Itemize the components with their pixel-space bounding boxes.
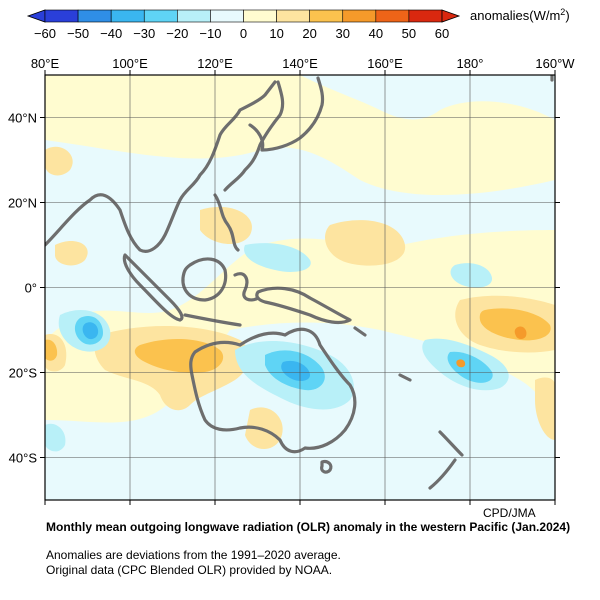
legend-tick-label: −60	[34, 26, 56, 41]
latitude-labels: 40°N 20°N 0° 20°S 40°S	[8, 111, 37, 466]
caption-note-baseline: Anomalies are deviations from the 1991–2…	[46, 548, 341, 562]
latitude-label: 40°S	[9, 451, 38, 466]
legend-color-box	[375, 9, 410, 23]
legend-color-box	[243, 9, 277, 23]
map-panel: 80°E 100°E 120°E 140°E 160°E 180° 160°W 40°N 20…	[8, 56, 575, 505]
legend-unit-label: anomalies(W/m2)	[470, 7, 570, 23]
legend-tick-label: −10	[199, 26, 221, 41]
asia-coastline	[45, 80, 285, 253]
latitude-label: 40°N	[8, 111, 37, 126]
australia-coastline	[189, 327, 357, 454]
solomon-vanuatu-islands	[353, 326, 412, 382]
borneo-island	[181, 257, 228, 302]
legend-right-arrow	[441, 9, 461, 23]
tasmania-island	[320, 459, 333, 474]
legend-color-boxes	[44, 9, 443, 23]
philippines-islands	[213, 193, 240, 252]
legend-tick-label: −30	[133, 26, 155, 41]
korea-japan-coastline	[248, 76, 325, 152]
legend-tick-labels: −60 −50 −40 −30 −20 −10 0 10 20 30 40 50 60	[34, 26, 449, 41]
map-credit: CPD/JMA	[483, 506, 536, 520]
sulawesi-island	[233, 272, 260, 302]
legend-color-box	[110, 9, 145, 23]
legend-color-box	[342, 9, 377, 23]
legend-color-box	[408, 9, 443, 23]
latitude-label: 20°S	[9, 366, 38, 381]
legend-color-box	[143, 9, 178, 23]
longitude-label: 80°E	[31, 56, 60, 71]
legend-tick-label: −50	[67, 26, 89, 41]
longitude-label: 120°E	[197, 56, 233, 71]
land-outlines	[45, 75, 554, 490]
longitude-label: 180°	[457, 56, 484, 71]
sumatra-island	[122, 253, 184, 322]
legend-color-box	[44, 9, 79, 23]
longitude-labels: 80°E 100°E 120°E 140°E 160°E 180° 160°W	[31, 56, 575, 71]
legend-color-box	[210, 9, 244, 23]
legend-color-box	[77, 9, 112, 23]
legend-color-box	[309, 9, 344, 23]
legend-color-box	[177, 9, 211, 23]
latitude-label: 20°N	[8, 196, 37, 211]
legend-tick-label: −20	[166, 26, 188, 41]
legend-tick-label: 60	[435, 26, 449, 41]
legend-tick-label: 0	[240, 26, 247, 41]
legend-tick-label: 20	[302, 26, 316, 41]
color-legend: −60 −50 −40 −30 −20 −10 0 10 20 30 40 50 60 anomalie…	[26, 7, 570, 41]
longitude-label: 160°E	[367, 56, 403, 71]
legend-tick-label: 40	[369, 26, 383, 41]
caption-note-source: Original data (CPC Blended OLR) provided…	[46, 563, 333, 577]
legend-left-arrow	[26, 9, 46, 23]
legend-tick-label: 10	[269, 26, 283, 41]
legend-tick-label: 50	[402, 26, 416, 41]
latitude-label: 0°	[25, 281, 37, 296]
longitude-label: 140°E	[282, 56, 318, 71]
legend-color-box	[276, 9, 310, 23]
caption-title: Monthly mean outgoing longwave radiation…	[46, 520, 571, 534]
new-zealand-islands	[428, 430, 464, 490]
java-island	[183, 313, 242, 327]
longitude-label: 160°W	[535, 56, 575, 71]
legend-tick-label: −40	[100, 26, 122, 41]
map-frame	[44, 74, 556, 501]
new-guinea-island	[255, 286, 352, 325]
legend-tick-label: 30	[336, 26, 350, 41]
longitude-label: 100°E	[112, 56, 148, 71]
